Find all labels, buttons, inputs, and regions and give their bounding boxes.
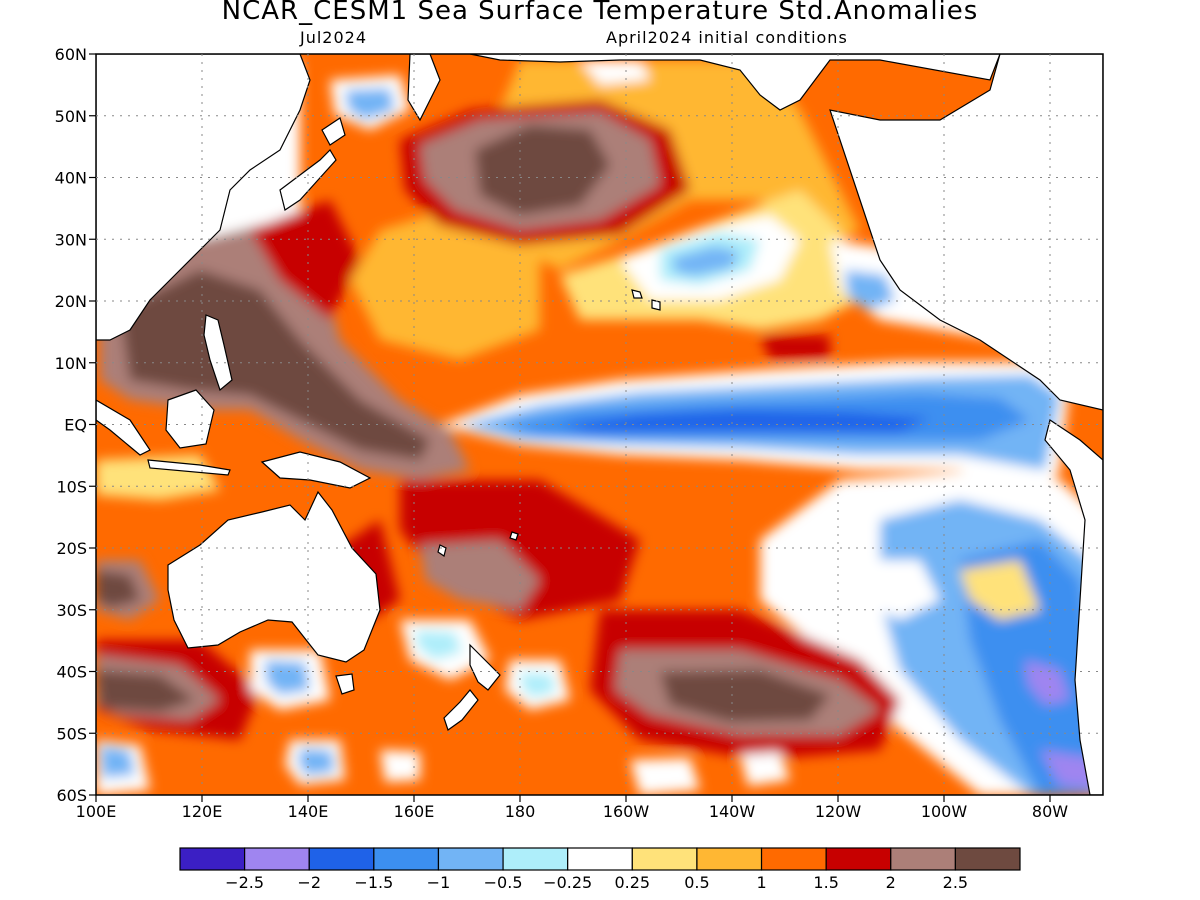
- colorbar-swatch: [631, 847, 698, 871]
- lon-tick-label: 140W: [709, 802, 756, 821]
- colorbar-label: 1: [756, 873, 766, 892]
- colorbar-swatch: [954, 847, 1021, 871]
- colorbar-swatch: [502, 847, 569, 871]
- colorbar-swatch: [825, 847, 892, 871]
- colorbar-swatch: [696, 847, 763, 871]
- latitude-axis: 60N 50N 40N 30N 20N 10N EQ 10S 20S 30S 40S 50S 60S: [55, 45, 96, 805]
- lon-tick-label: 120E: [182, 802, 223, 821]
- colorbar-label: −2: [297, 873, 321, 892]
- colorbar-label: 2: [886, 873, 896, 892]
- colorbar-label: 0.25: [614, 873, 650, 892]
- lat-tick-label: 20N: [55, 292, 87, 311]
- lat-tick-label: 40N: [55, 169, 87, 188]
- colorbar-swatch: [308, 847, 375, 871]
- colorbar-swatch: [244, 847, 310, 871]
- lon-tick-label: 100W: [921, 802, 968, 821]
- initial-conditions-label: April2024 initial conditions: [606, 28, 848, 47]
- colorbar-label: −1.5: [354, 873, 393, 892]
- lat-tick-label: 10S: [56, 477, 87, 496]
- lon-tick-label: 80W: [1032, 802, 1068, 821]
- colorbar-label: 1.5: [813, 873, 838, 892]
- colorbar: −2.5 −2 −1.5 −1 −0.5 −0.25 0.25 0.5 1 1.5 2 2.5: [179, 847, 1021, 892]
- colorbar-swatch: [373, 847, 440, 871]
- valid-month-label: Jul2024: [300, 28, 368, 47]
- colorbar-swatch: [179, 847, 246, 871]
- lon-tick-label: 160E: [394, 802, 435, 821]
- colorbar-label: 0.5: [684, 873, 709, 892]
- longitude-axis: 100E 120E 140E 160E 180 160W 140W 120W 100W 80W: [76, 795, 1068, 821]
- gridlines: [96, 54, 1103, 795]
- lat-tick-label: 30N: [55, 230, 87, 249]
- lon-tick-label: 140E: [288, 802, 329, 821]
- lat-tick-label: 30S: [56, 601, 87, 620]
- colorbar-swatch: [567, 847, 633, 871]
- colorbar-label: 2.5: [943, 873, 968, 892]
- map-title: NCAR_CESM1 Sea Surface Temperature Std.A…: [221, 0, 979, 26]
- colorbar-label: −2.5: [225, 873, 264, 892]
- lat-tick-label: 40S: [56, 663, 87, 682]
- lon-tick-label: 120W: [815, 802, 862, 821]
- lat-tick-label: 10N: [55, 354, 87, 373]
- coastlines: [96, 54, 1103, 795]
- lat-tick-label: 60S: [56, 786, 87, 805]
- lat-tick-label: 50S: [56, 724, 87, 743]
- colorbar-swatch: [890, 847, 956, 871]
- lat-tick-label: EQ: [64, 416, 87, 435]
- lat-tick-label: 50N: [55, 107, 87, 126]
- lon-tick-label: 100E: [76, 802, 117, 821]
- colorbar-label: −0.25: [543, 873, 592, 892]
- lon-tick-label: 160W: [603, 802, 650, 821]
- colorbar-swatch: [437, 847, 504, 871]
- lat-tick-label: 20S: [56, 539, 87, 558]
- colorbar-label: −1: [427, 873, 451, 892]
- lat-tick-label: 60N: [55, 45, 87, 64]
- lon-tick-label: 180: [505, 802, 536, 821]
- colorbar-swatch: [760, 847, 827, 871]
- colorbar-label: −0.5: [484, 873, 523, 892]
